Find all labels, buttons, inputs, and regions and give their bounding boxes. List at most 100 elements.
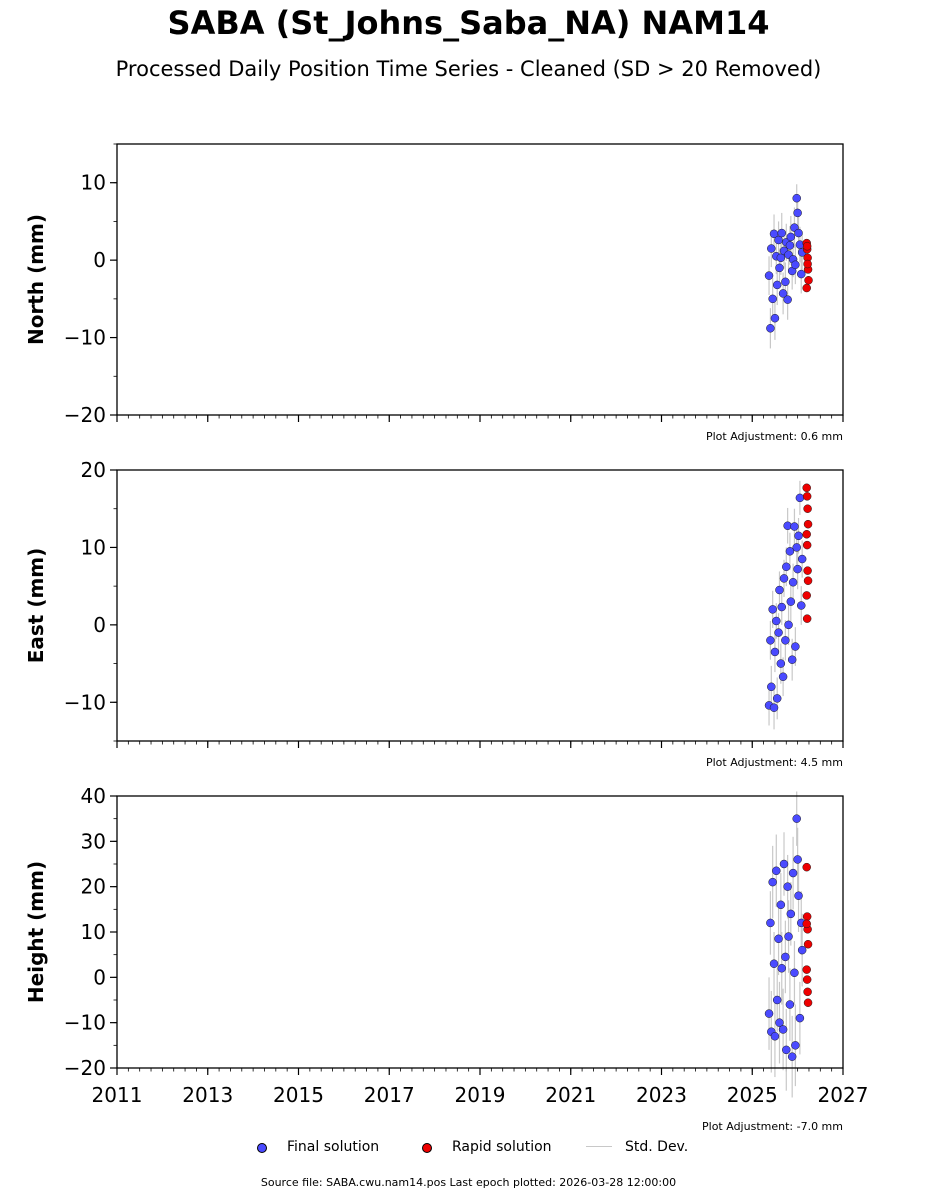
panel-1-rapid-point [802, 283, 811, 293]
panel-3-final-point [779, 859, 789, 869]
panel-1-final-point [783, 295, 792, 304]
panel-2-final-point [787, 655, 797, 664]
panel-3-y-tick-label: −20 [64, 1056, 106, 1080]
panel-1-final-point [785, 241, 795, 250]
panel-3-final-point [783, 882, 792, 891]
panel-3-final-point [769, 959, 779, 968]
panel-2-final-point [776, 659, 786, 668]
panel-1-final-point [791, 260, 800, 270]
panel-3-final-point [778, 1025, 788, 1034]
legend-final-marker [257, 1143, 267, 1153]
panel-2-final-point [768, 605, 777, 614]
panel-3-final-point [792, 814, 801, 823]
panel-2-final-point [781, 636, 790, 645]
panel-3-frame [116, 795, 844, 1069]
panel-3-y-tick-label: 20 [81, 875, 106, 899]
legend-stddev-label: Std. Dev. [625, 1139, 689, 1155]
panel-1-final-point [778, 289, 788, 298]
chart-subtitle: Processed Daily Position Time Series - C… [115, 57, 822, 81]
panel-1-final-point [772, 280, 782, 290]
panel-3-y-tick-label: 0 [93, 965, 106, 989]
panel-3-x-tick-label: 2017 [364, 1083, 415, 1107]
panel-3-y-axis-label: Height (mm) [24, 861, 48, 1003]
panel-2-final-point [786, 597, 796, 606]
panel-1-final-point [764, 271, 774, 280]
panel-1-final-point [774, 235, 783, 245]
panel-3-final-point [791, 1041, 800, 1050]
panel-3-y-tick-label: 30 [81, 829, 106, 853]
panel-1-final-point [777, 228, 786, 238]
panel-2-rapid-point [802, 483, 811, 493]
panel-3-plot-adjustment: Plot Adjustment: -7.0 mm [702, 1120, 843, 1133]
panel-2-final-point [791, 642, 800, 651]
panel-2-rapid-point [802, 614, 812, 623]
panel-2-final-point [782, 562, 791, 572]
panel-3-y-tick-label: 40 [81, 784, 106, 808]
panel-2-y-tick-label: 0 [93, 613, 106, 637]
panel-3-final-point [776, 900, 786, 910]
chart-title: SABA (St_Johns_Saba_NA) NAM14 [167, 4, 770, 42]
footer-source: Source file: SABA.cwu.nam14.pos Last epo… [260, 1176, 677, 1189]
panel-3-final-point [774, 934, 783, 944]
panel-1-final-point [781, 277, 790, 287]
panel-1-final-point [766, 324, 775, 333]
legend-final-label: Final solution [287, 1139, 380, 1155]
panel-2-final-point [790, 522, 799, 531]
panel-1-y-tick-label: −20 [64, 403, 106, 427]
panel-3-rapid-point [802, 975, 812, 984]
panel-1-final-point [793, 208, 802, 218]
panel-2-final-point [784, 620, 793, 630]
panel-3-final-point [766, 918, 775, 928]
panel-3-final-point [777, 964, 786, 973]
panel-3-rapid-point [802, 862, 811, 872]
panel-2-final-point [766, 636, 775, 645]
panel-3-final-point [770, 1032, 780, 1041]
panel-3-final-point [786, 909, 796, 919]
panel-3-final-point [772, 995, 782, 1005]
panel-2-plot-adjustment: Plot Adjustment: 4.5 mm [706, 756, 843, 769]
panel-3-x-tick-label: 2027 [818, 1083, 869, 1107]
panel-3-final-point [772, 866, 781, 876]
panel-2-rapid-point [802, 530, 811, 539]
panel-3-final-point [794, 891, 803, 900]
panel-3-final-point [787, 1052, 797, 1061]
panel-2-rapid-point [803, 566, 812, 575]
panel-2-rapid-point [803, 519, 813, 529]
panel-2-final-point [788, 578, 798, 587]
panel-2-final-point [772, 616, 781, 626]
panel-2-rapid-point [802, 591, 811, 600]
panel-3-final-point [797, 945, 807, 955]
panel-3-final-point [784, 932, 793, 941]
panel-3-final-point [788, 868, 798, 878]
panel-3-rapid-point [802, 912, 812, 921]
panel-3-y-tick-label: −10 [64, 1011, 106, 1035]
panel-2-y-tick-label: 20 [81, 458, 106, 482]
panel-2-final-point [777, 602, 786, 612]
panel-1-final-point [792, 193, 801, 203]
panel-1-rapid-point [802, 241, 812, 251]
panel-2-y-tick-label: 10 [81, 535, 106, 559]
panel-3-rapid-point [803, 987, 812, 997]
panel-2-rapid-point [802, 540, 812, 550]
panel-2-final-point [793, 564, 802, 574]
panel-3-x-tick-label: 2015 [273, 1083, 324, 1107]
panel-2-final-point [792, 543, 801, 552]
panel-3-final-point [781, 952, 790, 962]
panel-3-final-point [782, 1045, 791, 1055]
panel-2-final-point [779, 574, 789, 583]
panel-3-x-tick-label: 2021 [545, 1083, 596, 1107]
panel-3-y-tick-label: 10 [81, 920, 106, 944]
panel-1-final-point [775, 263, 784, 273]
panel-2-final-point [769, 703, 779, 712]
panel-3-rapid-point [802, 919, 811, 929]
panel-1-rapid-point [804, 276, 813, 285]
panel-3-final-point [764, 1009, 774, 1018]
panel-3-final-point [790, 968, 799, 978]
legend-rapid-label: Rapid solution [452, 1139, 552, 1155]
panel-2-final-point [770, 647, 780, 657]
panel-3-rapid-point [803, 998, 813, 1007]
panel-3-final-point [793, 855, 802, 864]
panel-2-y-tick-label: −10 [64, 690, 106, 714]
panel-2-rapid-point [803, 504, 812, 513]
panel-1-y-tick-label: 10 [81, 171, 106, 195]
